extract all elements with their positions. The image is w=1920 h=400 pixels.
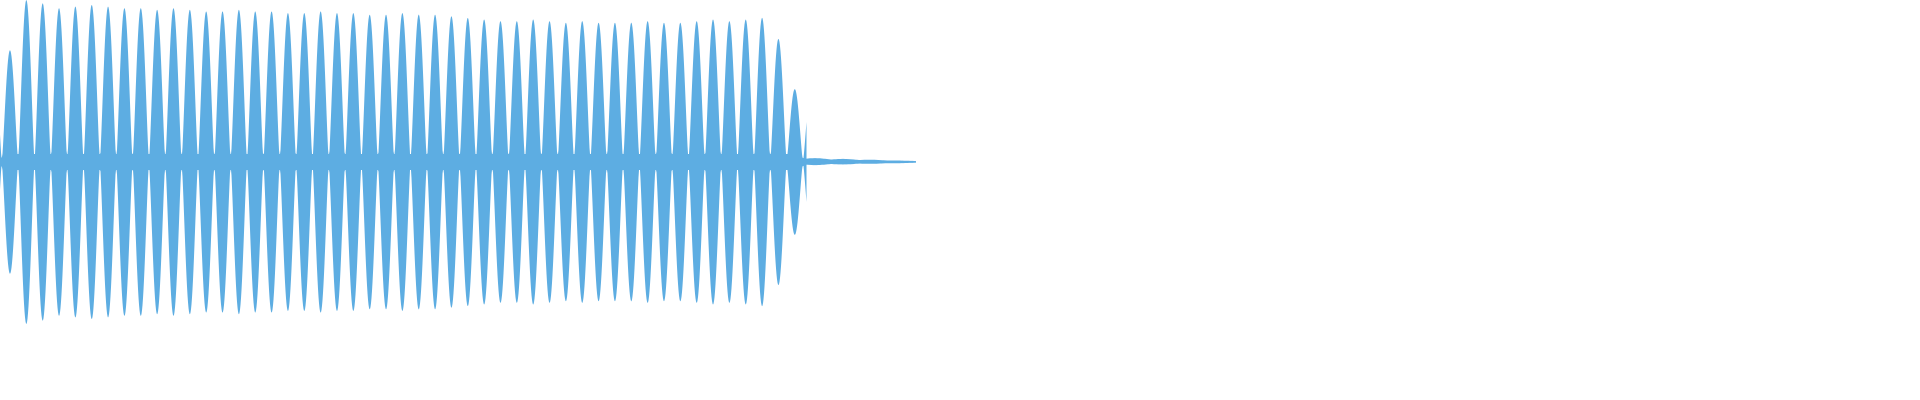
waveform-shape	[0, 0, 807, 324]
waveform-tail	[802, 158, 916, 166]
